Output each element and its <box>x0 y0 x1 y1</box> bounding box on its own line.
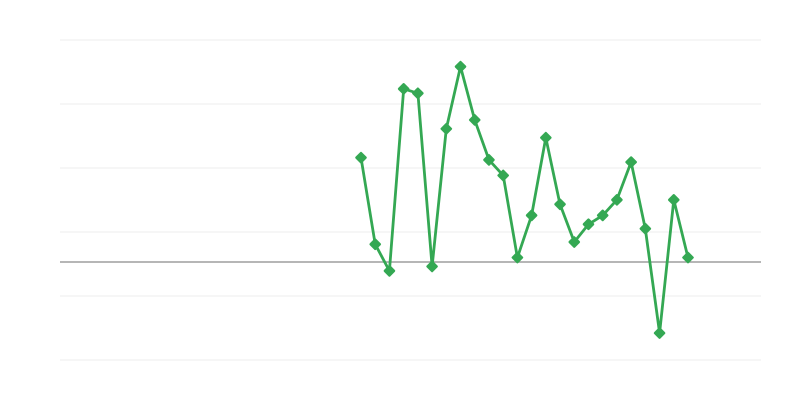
data-point-marker[interactable] <box>412 87 424 100</box>
data-point-marker[interactable] <box>540 131 552 144</box>
data-point-marker[interactable] <box>554 198 566 211</box>
data-point-marker[interactable] <box>369 238 382 251</box>
data-point-marker[interactable] <box>611 194 623 206</box>
data-point-marker[interactable] <box>682 251 694 264</box>
data-point-marker[interactable] <box>383 265 396 277</box>
data-point-marker[interactable] <box>511 251 524 264</box>
data-point-markers <box>355 60 694 339</box>
data-point-marker[interactable] <box>653 327 666 339</box>
data-point-marker[interactable] <box>582 218 595 231</box>
data-point-marker[interactable] <box>568 236 581 248</box>
data-point-marker[interactable] <box>667 194 680 206</box>
data-point-marker[interactable] <box>426 260 438 273</box>
data-point-marker[interactable] <box>639 222 652 235</box>
data-point-marker[interactable] <box>397 83 410 95</box>
data-point-marker[interactable] <box>497 169 509 182</box>
data-point-marker[interactable] <box>483 154 495 166</box>
data-point-marker[interactable] <box>454 60 467 73</box>
data-point-marker[interactable] <box>355 151 367 164</box>
data-point-marker[interactable] <box>596 209 609 222</box>
data-point-marker[interactable] <box>625 156 637 168</box>
data-point-marker[interactable] <box>525 209 538 222</box>
gridlines <box>60 39 761 361</box>
series-path <box>359 65 690 335</box>
data-point-marker[interactable] <box>468 114 481 126</box>
series-line <box>359 65 690 335</box>
data-point-marker[interactable] <box>440 123 453 135</box>
